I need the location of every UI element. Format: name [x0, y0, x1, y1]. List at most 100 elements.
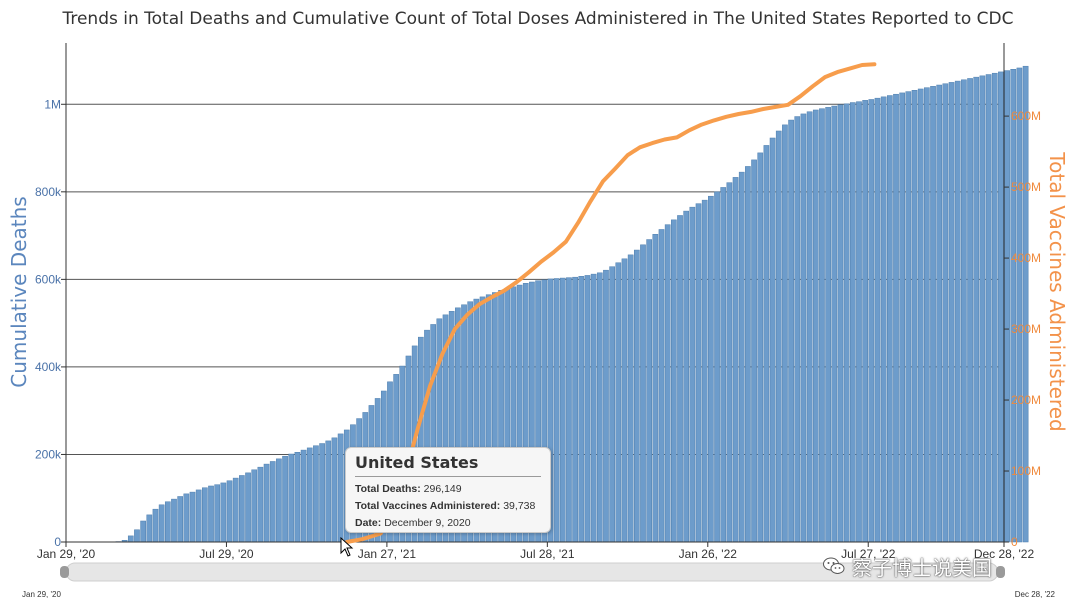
deaths-bar	[899, 92, 906, 543]
deaths-bar	[584, 275, 591, 543]
y-left-tick-label: 200k	[35, 447, 62, 461]
deaths-bar	[751, 159, 757, 543]
deaths-bar	[615, 262, 622, 543]
deaths-bar	[1022, 65, 1029, 543]
x-tick-label: Jan 27, '21	[358, 547, 417, 561]
deaths-bar	[856, 101, 862, 543]
y-left-tick-label: 400k	[35, 360, 62, 374]
deaths-bars	[115, 65, 1029, 543]
deaths-bar	[732, 177, 739, 543]
range-slider-right-handle[interactable]	[996, 566, 1005, 578]
axes	[61, 43, 1009, 547]
deaths-bar	[862, 100, 868, 543]
deaths-bar	[757, 152, 764, 543]
y-right-tick-label: 300M	[1011, 322, 1041, 336]
deaths-bar	[127, 535, 134, 543]
deaths-bar	[245, 472, 251, 543]
deaths-bar	[775, 130, 782, 543]
y-axis-left-title: Cumulative Deaths	[7, 196, 31, 387]
deaths-bar	[967, 78, 973, 543]
deaths-bar	[627, 254, 634, 543]
deaths-bar	[948, 82, 955, 543]
deaths-bar	[226, 480, 233, 543]
tick-labels: 0 200k 400k 600k 800k 1M 0 100M 200M 300M 400M 500M…	[35, 97, 1041, 561]
deaths-bar	[954, 80, 961, 543]
deaths-bar	[985, 74, 992, 543]
y-right-tick-label: 0	[1011, 535, 1018, 549]
deaths-bar	[769, 137, 776, 543]
deaths-bar	[806, 111, 813, 543]
tooltip-date-value: December 9, 2020	[384, 517, 471, 529]
deaths-bar	[603, 269, 609, 543]
deaths-bar	[140, 520, 146, 543]
tooltip-deaths-label: Total Deaths:	[355, 483, 421, 495]
deaths-bar	[294, 452, 301, 543]
y-axis-right-title: Total Vaccines Administered	[1045, 151, 1069, 431]
deaths-bar	[812, 109, 819, 543]
chart-title: Trends in Total Deaths and Cumulative Co…	[61, 9, 1013, 29]
deaths-bar	[208, 485, 214, 543]
deaths-bar	[553, 278, 560, 543]
range-slider[interactable]: Jan 29, '20 Dec 28, '22	[22, 562, 1056, 599]
deaths-bar	[911, 90, 918, 543]
deaths-bar	[714, 191, 720, 543]
tooltip-row-vaccines: Total Vaccines Administered: 39,738	[355, 498, 541, 515]
y-right-tick-label: 200M	[1011, 393, 1041, 407]
deaths-bar	[257, 466, 264, 543]
deaths-bar	[566, 277, 572, 543]
deaths-bar	[905, 91, 912, 543]
x-tick-label: Dec 28, '22	[974, 547, 1035, 561]
deaths-bar	[782, 124, 788, 543]
y-left-tick-label: 600k	[35, 272, 62, 286]
deaths-bar	[596, 272, 603, 543]
y-right-tick-label: 500M	[1011, 180, 1041, 194]
deaths-bar	[640, 244, 646, 543]
tooltip-vaccines-label: Total Vaccines Administered:	[355, 500, 501, 512]
deaths-bar	[671, 219, 677, 543]
range-start-label: Jan 29, '20	[22, 590, 61, 599]
deaths-bar	[893, 93, 899, 543]
deaths-bar	[183, 493, 190, 543]
tooltip: United States Total Deaths: 296,149 Tota…	[345, 447, 551, 533]
deaths-bar	[590, 273, 597, 543]
deaths-bar	[1016, 67, 1023, 543]
deaths-bar	[794, 116, 801, 543]
deaths-bar	[979, 75, 986, 543]
deaths-bar	[306, 447, 313, 543]
deaths-bar	[146, 514, 153, 543]
deaths-bar	[331, 437, 338, 543]
deaths-bar	[251, 469, 258, 543]
deaths-bar	[683, 210, 690, 543]
deaths-bar	[664, 224, 671, 543]
deaths-bar	[942, 83, 949, 543]
tooltip-title: United States	[355, 453, 541, 477]
deaths-bar	[134, 529, 140, 543]
deaths-bar	[276, 458, 282, 543]
deaths-bar	[887, 95, 893, 543]
deaths-bar	[171, 498, 177, 543]
deaths-bar	[232, 477, 239, 543]
wechat-icon	[823, 557, 845, 574]
deaths-bar	[677, 215, 683, 543]
deaths-bar	[825, 107, 831, 543]
deaths-bar	[220, 482, 227, 543]
deaths-bar	[658, 229, 665, 543]
range-end-label: Dec 28, '22	[1015, 590, 1056, 599]
deaths-bar	[325, 440, 332, 543]
mouse-cursor-icon	[340, 536, 354, 557]
deaths-bar	[819, 108, 825, 543]
tooltip-vaccines-value: 39,738	[503, 500, 536, 512]
deaths-bar	[701, 199, 708, 543]
deaths-bar	[738, 171, 745, 543]
deaths-bar	[559, 277, 566, 543]
deaths-bar	[868, 99, 875, 543]
deaths-bar	[720, 187, 727, 543]
deaths-bar	[924, 87, 930, 543]
deaths-bar	[633, 249, 640, 543]
deaths-bar	[282, 455, 288, 543]
tooltip-row-deaths: Total Deaths: 296,149	[355, 481, 541, 498]
range-slider-left-handle[interactable]	[60, 566, 69, 578]
tooltip-deaths-value: 296,149	[423, 483, 462, 495]
deaths-bar	[177, 496, 184, 543]
deaths-bar	[652, 234, 659, 543]
